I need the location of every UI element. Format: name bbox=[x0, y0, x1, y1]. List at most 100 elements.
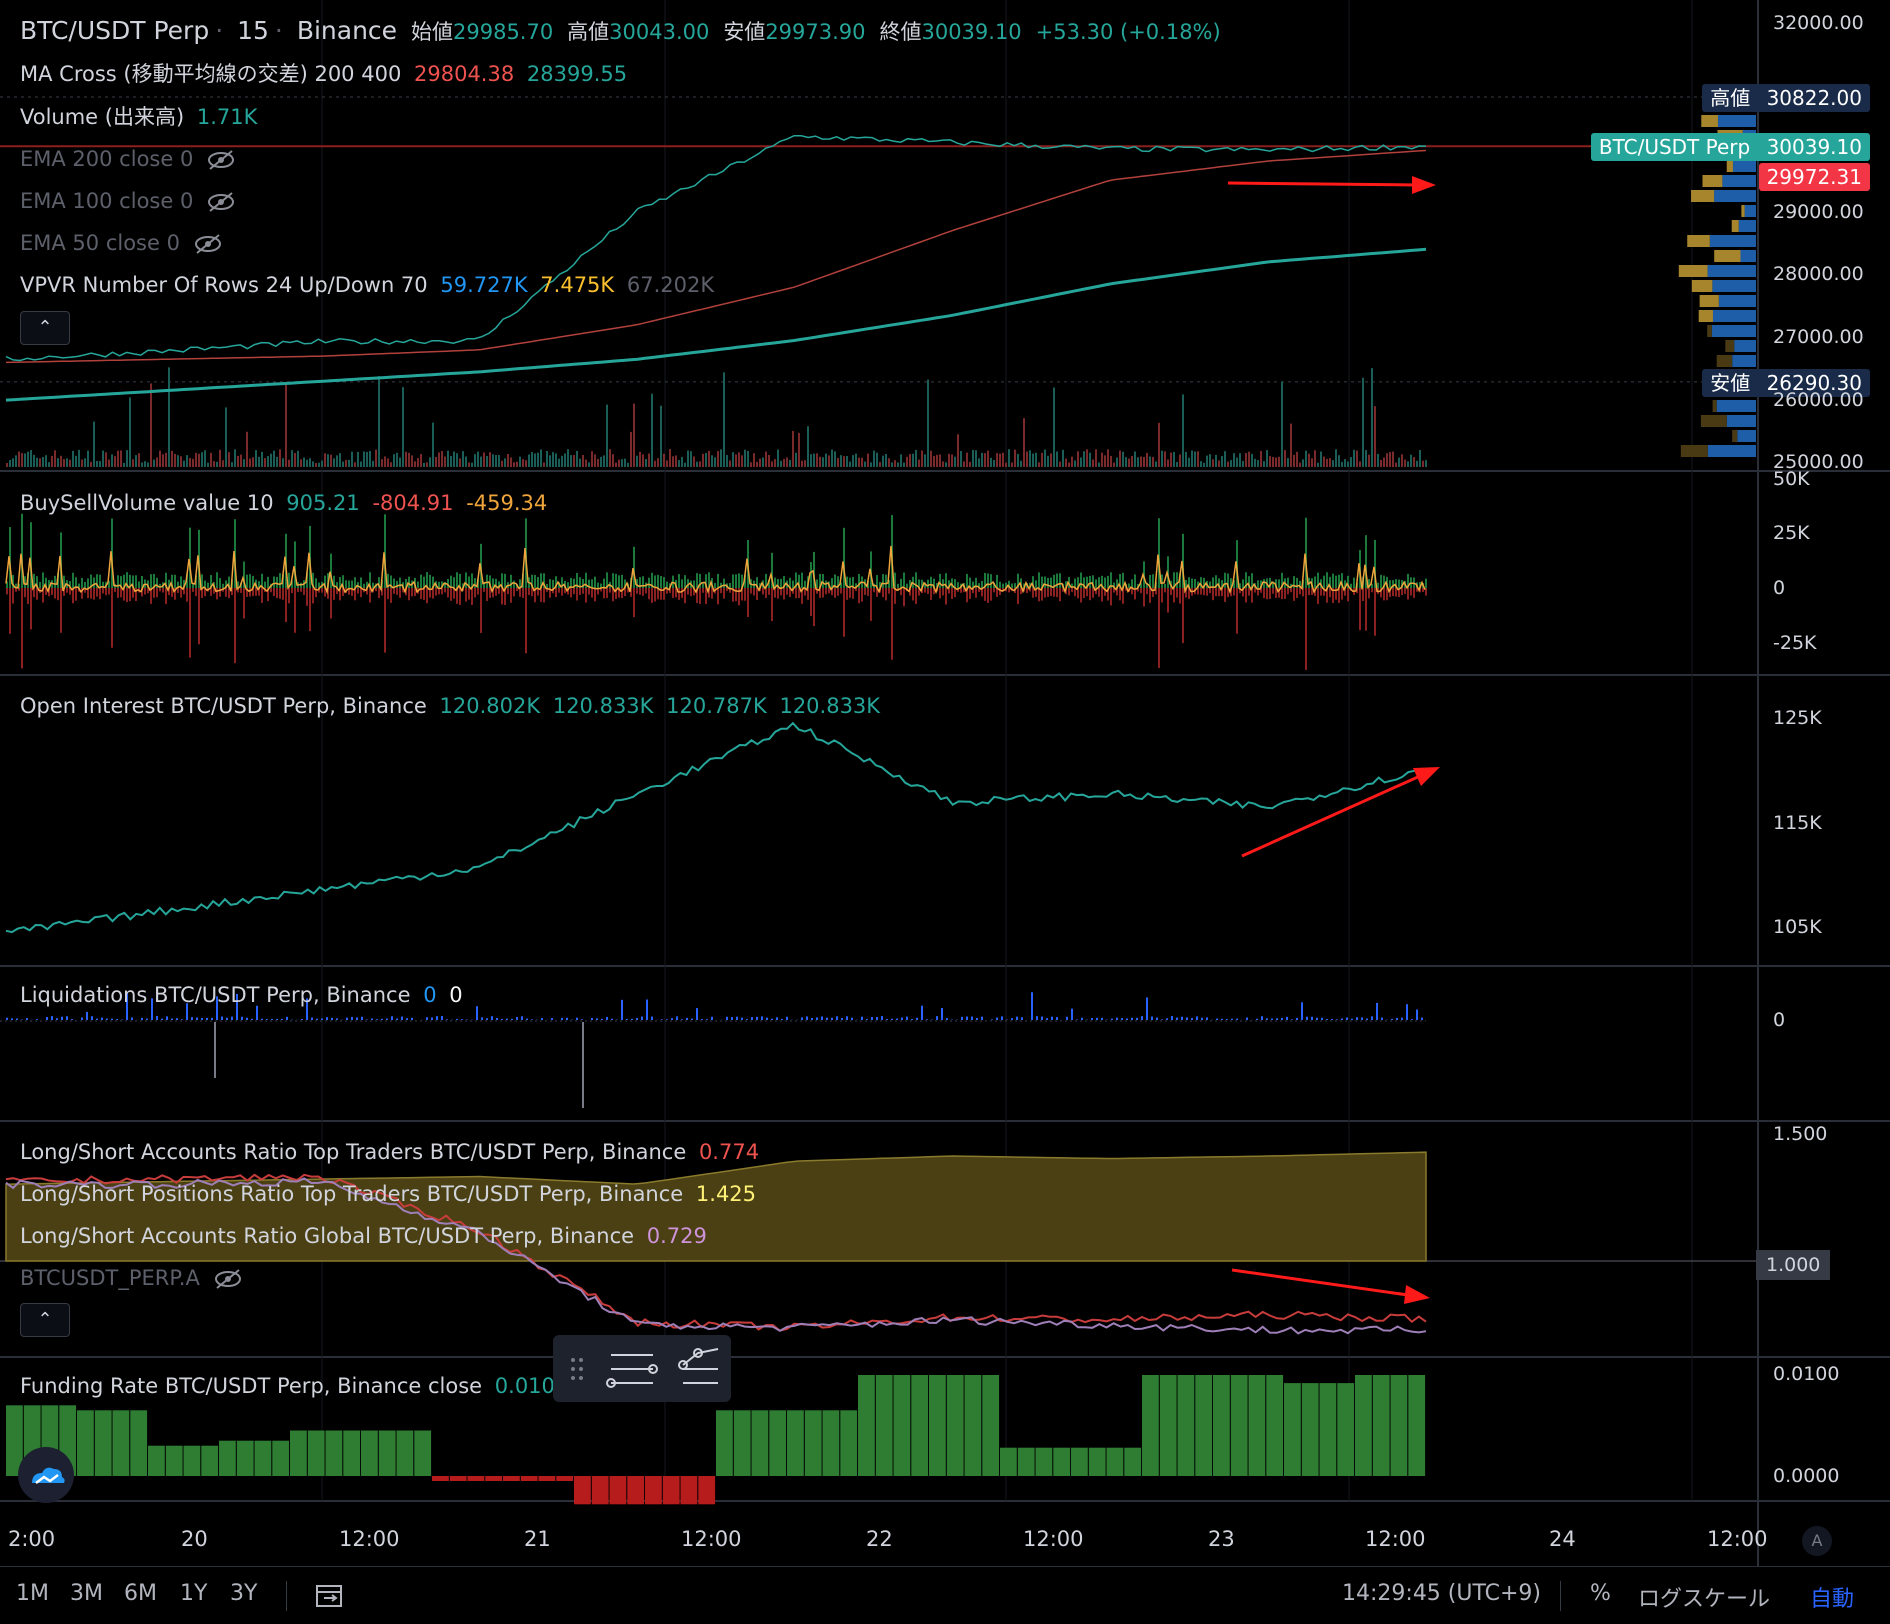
trend-lines-icon[interactable] bbox=[679, 1349, 718, 1383]
range-button-6m[interactable]: 6M bbox=[124, 1581, 157, 1606]
sell-volume-bar bbox=[399, 588, 401, 598]
ls-positions-top-legend[interactable]: Long/Short Positions Ratio Top Traders B… bbox=[20, 1181, 762, 1207]
volume-bar bbox=[1110, 456, 1112, 467]
auto-scale-button[interactable]: A bbox=[1802, 1526, 1832, 1556]
log-scale-button[interactable]: ログスケール bbox=[1638, 1581, 1770, 1613]
liquidation-bar bbox=[581, 1019, 583, 1020]
btcusdt-perp-a-legend[interactable]: BTCUSDT_PERP.A bbox=[20, 1265, 243, 1291]
buy-volume-bar bbox=[315, 578, 317, 588]
volume-bar bbox=[1161, 451, 1163, 467]
volume-bar bbox=[945, 462, 947, 467]
volume-bar bbox=[1107, 449, 1109, 467]
funding-legend[interactable]: Funding Rate BTC/USDT Perp, Binance clos… bbox=[20, 1373, 574, 1399]
volume-bar bbox=[393, 454, 395, 467]
volume-bar bbox=[807, 426, 809, 467]
ma-200-line bbox=[6, 151, 1426, 363]
auto-scale-toggle[interactable]: 自動 bbox=[1810, 1581, 1854, 1613]
sell-volume-bar bbox=[360, 588, 362, 597]
funding-bar bbox=[237, 1441, 254, 1476]
ema200-legend[interactable]: EMA 200 close 0 bbox=[20, 146, 236, 172]
collapse-legend-button[interactable]: ⌃ bbox=[20, 311, 70, 345]
sell-volume-bar bbox=[903, 588, 905, 606]
hidden-eye-icon[interactable] bbox=[193, 234, 223, 254]
vpvr-bar-down bbox=[1687, 235, 1710, 247]
sell-volume-bar bbox=[75, 588, 77, 601]
volume-bar bbox=[1122, 452, 1124, 467]
volume-bar bbox=[120, 450, 122, 467]
volume-bar bbox=[969, 462, 971, 467]
sell-volume-bar bbox=[501, 588, 503, 604]
liquidation-bar bbox=[516, 1017, 518, 1020]
tradingview-logo[interactable] bbox=[18, 1447, 74, 1503]
funding-bar bbox=[716, 1410, 733, 1476]
liquidations-legend[interactable]: Liquidations BTC/USDT Perp, Binance 0 0 bbox=[20, 982, 469, 1008]
liquidation-bar bbox=[301, 1019, 303, 1020]
volume-bar bbox=[903, 462, 905, 467]
volume-bar bbox=[477, 452, 479, 467]
volume-bar bbox=[1071, 457, 1073, 467]
oi-axis-tick: 125K bbox=[1773, 707, 1822, 729]
range-button-3m[interactable]: 3M bbox=[70, 1581, 103, 1606]
clock-display[interactable]: 14:29:45 (UTC+9) bbox=[1342, 1581, 1541, 1606]
close-label: 終値 bbox=[879, 20, 921, 44]
hidden-eye-icon[interactable] bbox=[206, 150, 236, 170]
liquidation-bar bbox=[161, 1019, 163, 1020]
range-button-3y[interactable]: 3Y bbox=[230, 1581, 257, 1606]
buy-volume-bar bbox=[648, 578, 650, 588]
sell-volume-bar bbox=[54, 588, 56, 599]
collapse-legend-button[interactable]: ⌃ bbox=[20, 1303, 70, 1337]
sell-volume-bar bbox=[36, 588, 38, 600]
sell-volume-bar bbox=[384, 588, 386, 653]
sell-volume-bar bbox=[57, 588, 59, 600]
ma-cross-legend[interactable]: MA Cross (移動平均線の交差) 200 400 29804.38 283… bbox=[20, 61, 633, 87]
hidden-eye-icon[interactable] bbox=[213, 1269, 243, 1289]
hidden-eye-icon[interactable] bbox=[206, 192, 236, 212]
volume-bar bbox=[972, 450, 974, 467]
volume-bar bbox=[1356, 451, 1358, 467]
buy-volume-bar bbox=[510, 575, 512, 588]
vpvr-bar-down bbox=[1725, 340, 1734, 352]
volume-bar bbox=[417, 458, 419, 467]
volume-bar bbox=[1305, 451, 1307, 467]
open-interest-legend[interactable]: Open Interest BTC/USDT Perp, Binance 120… bbox=[20, 693, 886, 719]
horizontal-lines-icon[interactable] bbox=[607, 1355, 657, 1387]
range-button-1y[interactable]: 1Y bbox=[180, 1581, 207, 1606]
range-button-1m[interactable]: 1M bbox=[16, 1581, 49, 1606]
liquidation-bar bbox=[916, 1018, 918, 1020]
volume-bar bbox=[201, 452, 203, 467]
percent-scale-button[interactable]: % bbox=[1590, 1581, 1611, 1606]
liquidation-bar bbox=[1216, 1019, 1218, 1020]
ls-accounts-top-legend[interactable]: Long/Short Accounts Ratio Top Traders BT… bbox=[20, 1139, 765, 1165]
volume-bar bbox=[1275, 457, 1277, 467]
ls-accounts-global-legend[interactable]: Long/Short Accounts Ratio Global BTC/USD… bbox=[20, 1223, 713, 1249]
floating-drawing-toolbar[interactable] bbox=[553, 1335, 731, 1402]
sell-volume-bar bbox=[303, 588, 305, 595]
volume-legend[interactable]: Volume (出来高) 1.71K bbox=[20, 104, 263, 130]
volume-bar bbox=[633, 404, 635, 467]
ls-accounts-top-label: Long/Short Accounts Ratio Top Traders BT… bbox=[20, 1140, 686, 1164]
ema50-legend[interactable]: EMA 50 close 0 bbox=[20, 230, 223, 256]
liquidation-bar bbox=[711, 1017, 713, 1020]
date-range-icon[interactable] bbox=[314, 1582, 346, 1610]
volume-bar bbox=[291, 450, 293, 467]
buysell-legend[interactable]: BuySellVolume value 10 905.21 -804.91 -4… bbox=[20, 490, 553, 516]
sell-volume-bar bbox=[471, 588, 473, 605]
buy-volume-bar bbox=[660, 576, 662, 588]
volume-bar bbox=[1116, 458, 1118, 467]
vpvr-legend[interactable]: VPVR Number Of Rows 24 Up/Down 70 59.727… bbox=[20, 272, 720, 298]
volume-bar bbox=[75, 456, 77, 467]
volume-bar bbox=[750, 462, 752, 467]
drag-handle-icon[interactable] bbox=[571, 1358, 583, 1380]
volume-bar bbox=[1395, 463, 1397, 467]
ema100-legend[interactable]: EMA 100 close 0 bbox=[20, 188, 236, 214]
funding-bar bbox=[397, 1431, 414, 1477]
sell-volume-bar bbox=[288, 588, 290, 603]
liquidation-bar bbox=[266, 1019, 268, 1020]
liquidation-bar bbox=[1261, 1016, 1263, 1020]
buy-volume-bar bbox=[399, 578, 401, 588]
volume-bar bbox=[123, 463, 125, 467]
sell-volume-bar bbox=[777, 588, 779, 599]
volume-bar bbox=[375, 450, 377, 467]
funding-bar bbox=[77, 1410, 94, 1476]
